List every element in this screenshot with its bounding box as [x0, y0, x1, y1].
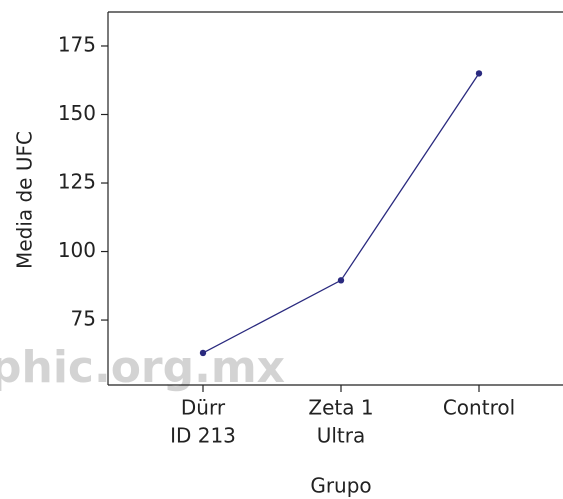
- y-tick-label: 150: [58, 101, 96, 125]
- y-tick-label: 175: [58, 32, 96, 56]
- y-tick-label: 100: [58, 238, 96, 262]
- y-axis-label: Media de UFC: [13, 131, 37, 269]
- y-tick-label: 125: [58, 170, 96, 194]
- point: [199, 349, 207, 357]
- y-tick-label: 75: [71, 307, 96, 331]
- x-tick-label: Control: [443, 396, 515, 420]
- x-axis-label: Grupo: [310, 474, 371, 498]
- x-tick-label: Ultra: [317, 424, 366, 448]
- point: [475, 70, 483, 77]
- x-tick-label: Zeta 1: [308, 396, 373, 420]
- x-tick-label: ID 213: [170, 424, 236, 448]
- point: [337, 277, 345, 284]
- line: [202, 73, 480, 354]
- x-tick-label: Dürr: [181, 396, 226, 420]
